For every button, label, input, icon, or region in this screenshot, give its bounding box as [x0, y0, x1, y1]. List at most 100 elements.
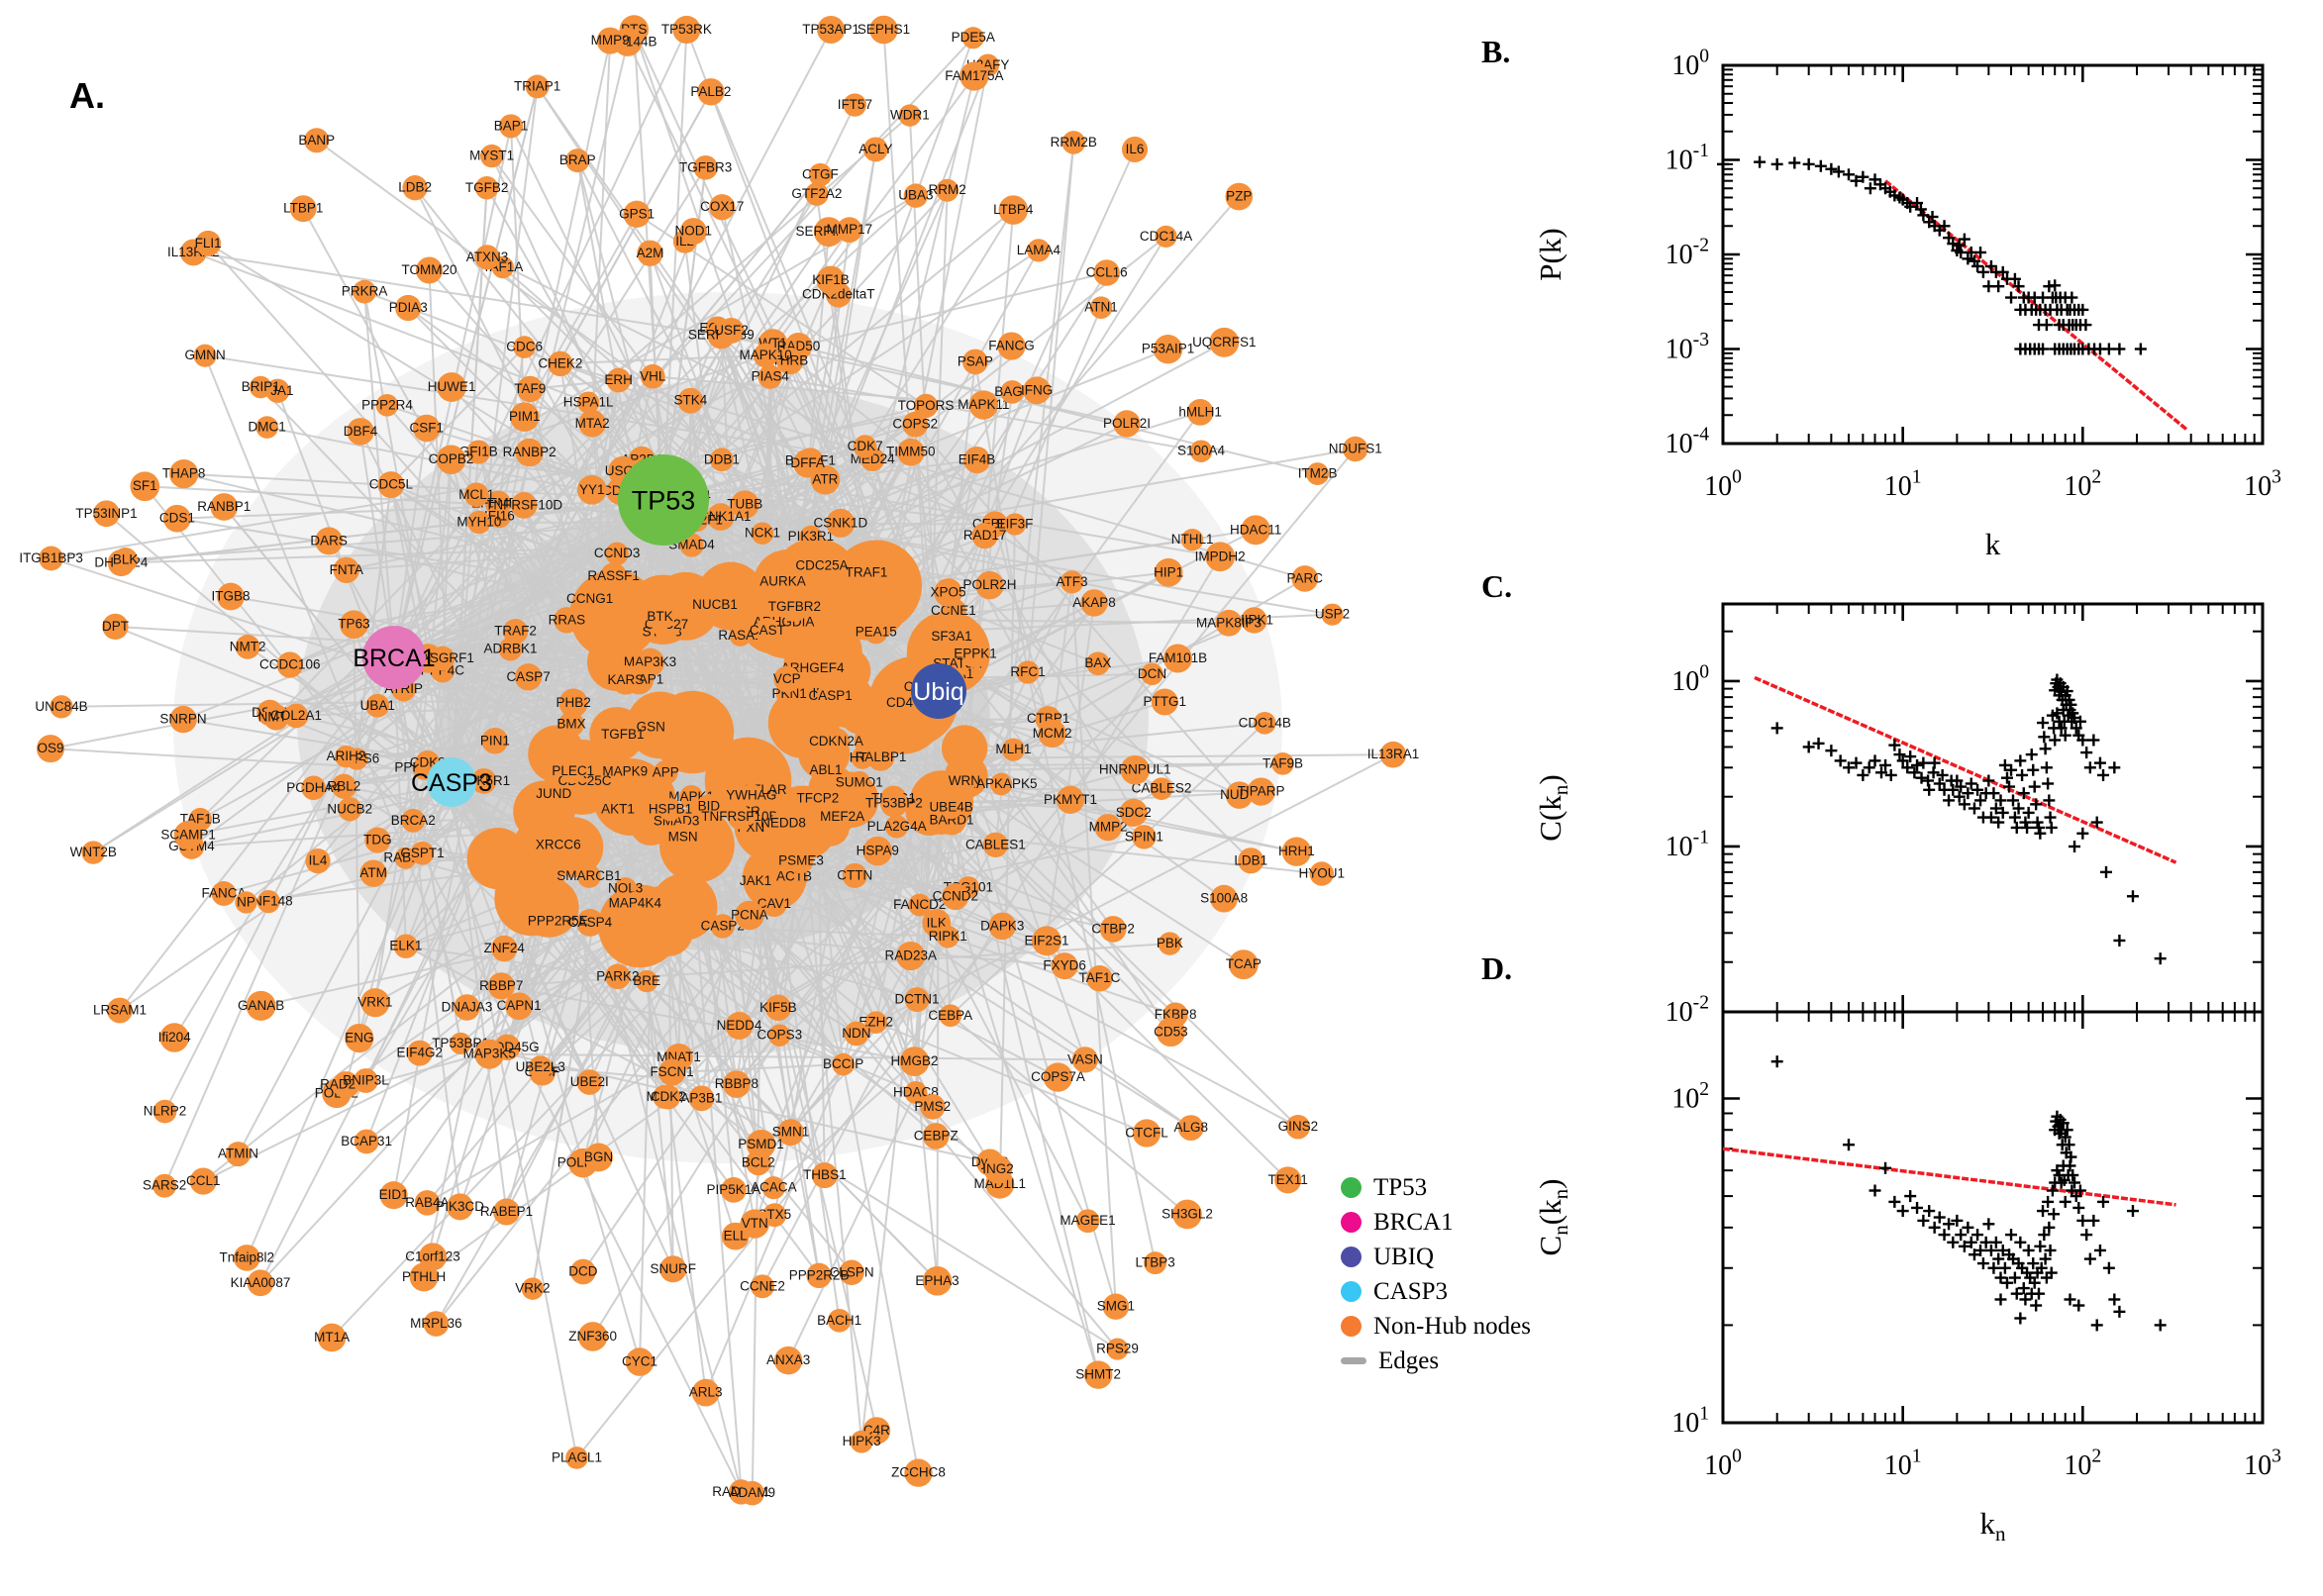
gene-node: CASP7: [506, 663, 551, 691]
gene-node: AKT1: [601, 798, 635, 821]
gene-node: TGFB2: [465, 176, 508, 200]
gene-node: GANAB: [238, 990, 284, 1021]
svg-text:ATF3: ATF3: [1057, 574, 1088, 589]
svg-text:FKBP8: FKBP8: [1155, 1007, 1197, 1022]
svg-text:COPB2: COPB2: [429, 451, 474, 466]
gene-node: VTN: [740, 1209, 769, 1239]
gene-node: CCND3: [594, 542, 640, 565]
svg-text:ANXA3: ANXA3: [766, 1352, 810, 1367]
gene-node: TUBB: [727, 490, 762, 519]
svg-text:USP2: USP2: [1315, 607, 1350, 622]
panel-label-d: D.: [1481, 950, 1513, 986]
gene-node: PTTG1: [1144, 688, 1186, 716]
gene-node: PCNA: [731, 900, 768, 931]
gene-node: UBE4B: [929, 795, 973, 820]
svg-text:DARS: DARS: [310, 533, 348, 548]
svg-text:SH3GL2: SH3GL2: [1162, 1206, 1213, 1221]
svg-text:TUBB: TUBB: [727, 497, 762, 512]
gene-node: FAM101B: [1149, 644, 1207, 673]
gene-node: ARIH2: [327, 745, 365, 768]
gene-node: ITM2B: [1298, 462, 1337, 486]
gene-node: ITGB1BP3: [19, 546, 83, 571]
gene-node: RASGRF1: [411, 646, 474, 671]
gene-node: CD53: [1154, 1017, 1188, 1047]
svg-text:PPP2R5E: PPP2R5E: [528, 913, 588, 928]
gene-node: RAB4A: [405, 1190, 450, 1216]
gene-node: GSN: [637, 713, 665, 741]
svg-text:CDC14B: CDC14B: [1239, 715, 1291, 730]
gene-node: TP53INP1: [75, 500, 138, 528]
gene-node: RASA1: [718, 624, 762, 647]
svg-text:TOMM20: TOMM20: [401, 262, 456, 277]
svg-text:CASP3: CASP3: [411, 769, 492, 797]
legend-item-edges: Edges: [1341, 1344, 1618, 1378]
svg-text:CSF1: CSF1: [409, 421, 444, 436]
svg-text:EID1: EID1: [379, 1187, 409, 1202]
svg-text:NDUFS1: NDUFS1: [1329, 441, 1382, 455]
svg-text:BRAP: BRAP: [559, 152, 596, 167]
gene-node: GTF2A2: [791, 182, 842, 206]
gene-node: NEDD8: [760, 810, 806, 837]
svg-text:SMN1: SMN1: [772, 1125, 810, 1140]
svg-text:CABLES2: CABLES2: [1132, 781, 1192, 796]
svg-text:PIK3R1: PIK3R1: [788, 529, 835, 544]
gene-node: COPS3: [757, 1024, 802, 1047]
gene-node: NDN: [842, 1021, 871, 1047]
svg-text:HIPK3: HIPK3: [843, 1434, 881, 1448]
svg-text:10-3: 10-3: [1666, 330, 1710, 365]
svg-text:RRAS: RRAS: [549, 612, 586, 627]
legend-item-ubiq: UBIQ: [1341, 1240, 1618, 1274]
svg-text:RANBP2: RANBP2: [503, 445, 556, 459]
gene-node: CCNE2: [740, 1274, 785, 1299]
svg-text:MRPL36: MRPL36: [410, 1316, 462, 1331]
gene-node: PLAGL1: [552, 1446, 602, 1469]
svg-text:UQCRFS1: UQCRFS1: [1192, 335, 1257, 349]
gene-node: Tnfaip8l2: [220, 1245, 274, 1271]
svg-text:RASGRF1: RASGRF1: [411, 650, 474, 665]
svg-text:COX17: COX17: [700, 199, 744, 214]
svg-text:EPHA3: EPHA3: [915, 1273, 959, 1288]
svg-text:BRE: BRE: [633, 973, 660, 988]
svg-text:BRCA1: BRCA1: [353, 645, 435, 672]
svg-text:CABLES1: CABLES1: [965, 837, 1026, 851]
gene-node: HIPK1: [1235, 607, 1273, 634]
svg-text:C4R: C4R: [863, 1423, 890, 1438]
gene-node: GINS2: [1278, 1114, 1318, 1140]
svg-text:FNTA: FNTA: [330, 562, 363, 577]
gene-node: P53AIP1: [1142, 335, 1194, 364]
gene-node: TGFB1: [601, 723, 645, 747]
gene-node: RRM2B: [1051, 131, 1097, 154]
svg-text:IFT57: IFT57: [838, 97, 872, 112]
svg-text:ALG8: ALG8: [1173, 1120, 1208, 1135]
gene-node: CEBPA: [928, 1004, 972, 1028]
svg-text:CASP7: CASP7: [506, 669, 550, 684]
svg-text:MEF2A: MEF2A: [820, 809, 864, 824]
gene-node: WRN: [949, 768, 980, 794]
svg-text:KIF1B: KIF1B: [812, 272, 850, 287]
svg-text:TNFRSF10D: TNFRSF10D: [485, 497, 562, 512]
gene-node: ZNF24: [484, 935, 525, 962]
svg-text:LDB2: LDB2: [398, 180, 432, 195]
gene-node: BAG3: [994, 380, 1030, 404]
gene-node: YWHAG: [726, 783, 776, 808]
svg-text:BARD1: BARD1: [930, 813, 974, 828]
legend-item-brca1: BRCA1: [1341, 1205, 1618, 1240]
svg-text:KARS: KARS: [607, 672, 644, 687]
gene-node: FSCN1: [650, 1058, 694, 1086]
gene-node: CDC14A: [1140, 225, 1192, 249]
gene-node: DCN: [1138, 662, 1166, 686]
svg-text:POLR2I: POLR2I: [1103, 416, 1151, 431]
svg-text:CCNG1: CCNG1: [566, 591, 613, 606]
svg-text:MAPK9: MAPK9: [602, 764, 648, 779]
svg-text:C1orf123: C1orf123: [405, 1248, 460, 1263]
gene-node: ITGB8: [212, 582, 251, 611]
plot-B: 100 10-1 10-2 10-3 10-4 100 101 102 103 P(k) k: [1533, 46, 2281, 561]
gene-node: ZCCHC8: [891, 1458, 946, 1487]
svg-text:EIF4B: EIF4B: [959, 452, 996, 467]
gene-node: TGFBR3: [679, 154, 732, 180]
svg-text:SHMT2: SHMT2: [1075, 1367, 1121, 1382]
gene-node: DAPK3: [980, 912, 1024, 941]
gene-node: HIP1: [1154, 557, 1183, 587]
svg-text:NEDD8: NEDD8: [760, 815, 806, 830]
